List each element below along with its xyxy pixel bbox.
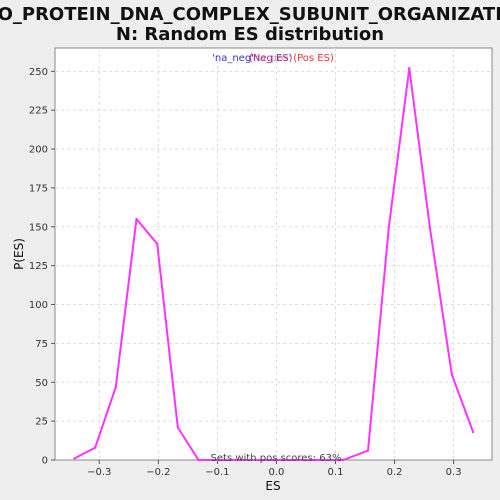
y-tick-label: 75 (35, 339, 48, 350)
y-tick-label: 150 (29, 222, 48, 233)
data-point (177, 426, 179, 428)
x-tick-label: −0.2 (146, 467, 170, 478)
x-tick-label: −0.3 (87, 467, 111, 478)
y-tick-label: 225 (29, 106, 48, 117)
y-axis-label: P(ES) (12, 238, 26, 270)
data-point (135, 218, 137, 220)
data-point (94, 446, 96, 448)
y-tick-label: 100 (29, 300, 48, 311)
data-point (156, 243, 158, 245)
legend-entry-na-neg: 'na_neg' (212, 53, 254, 64)
data-point (408, 67, 410, 69)
legend-entry-pos-es: (Pos ES) (293, 53, 334, 64)
x-tick-label: 0.1 (328, 467, 344, 478)
chart-title-line2: N: Random ES distribution (116, 24, 384, 45)
data-point (367, 449, 369, 451)
y-tick-label: 250 (29, 67, 48, 78)
y-tick-label: 0 (42, 456, 48, 467)
x-tick-label: 0.0 (268, 467, 284, 478)
y-tick-label: 200 (29, 145, 48, 156)
y-tick-label: 175 (29, 183, 48, 194)
data-point (429, 227, 431, 229)
data-point (387, 227, 389, 229)
x-tick-label: −0.1 (205, 467, 229, 478)
data-point (73, 457, 75, 459)
data-point (472, 431, 474, 433)
data-point (197, 459, 199, 461)
data-point (451, 373, 453, 375)
x-tick-label: 0.3 (446, 467, 462, 478)
annotation-pos-scores: Sets with pos scores: 63% (211, 453, 342, 464)
chart-title-line1: GO_PROTEIN_DNA_COMPLEX_SUBUNIT_ORGANIZAT… (0, 4, 500, 25)
data-point (115, 386, 117, 388)
y-tick-label: 50 (35, 378, 48, 389)
y-tick-label: 125 (29, 261, 48, 272)
x-axis-label: ES (265, 479, 280, 493)
legend: 'na_neg'(Neg ES)'na_pos' (Pos ES) (212, 53, 334, 64)
y-tick-label: 25 (35, 417, 48, 428)
y-axis-ticks: 0 25 50 75 100 125 150 175 200 225 250 (29, 67, 55, 467)
x-tick-label: 0.2 (387, 467, 403, 478)
data-point (342, 459, 344, 461)
legend-entry-na-pos: 'na_pos' (251, 53, 292, 64)
